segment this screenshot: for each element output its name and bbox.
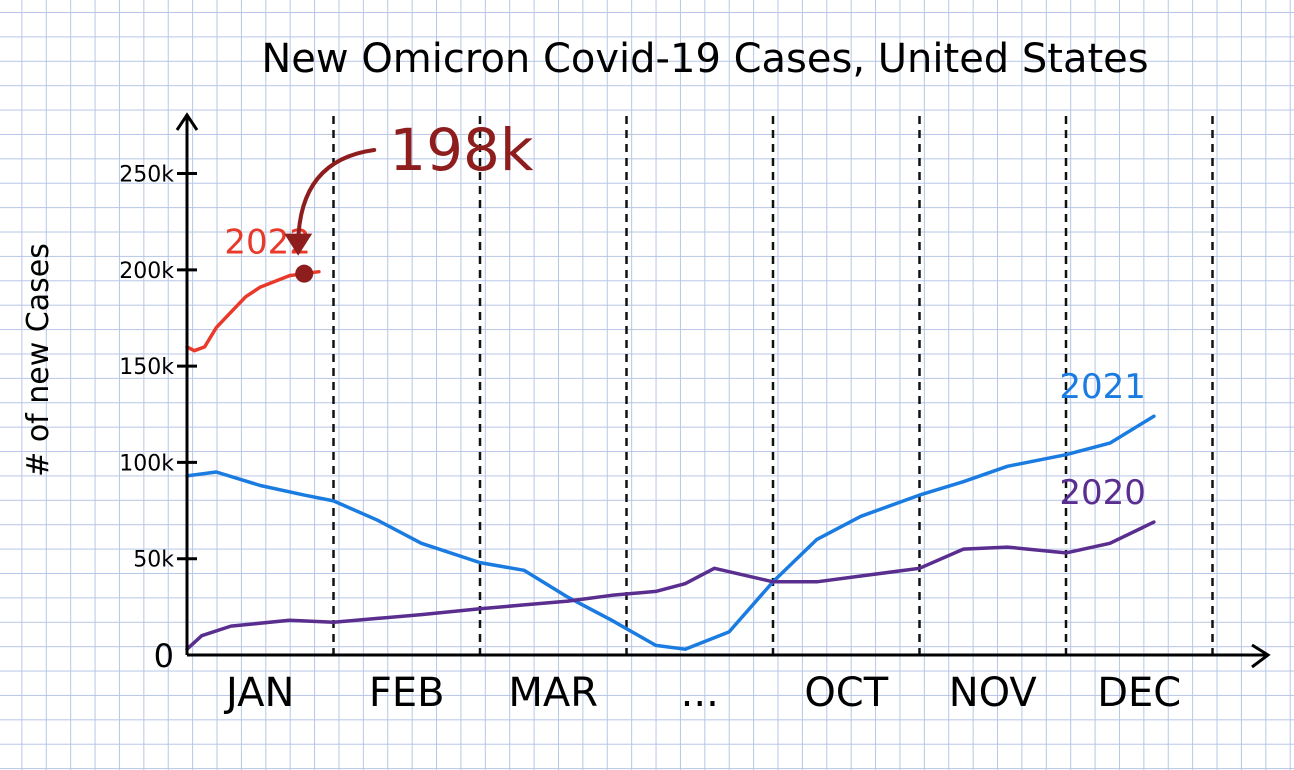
series-line-2021 bbox=[185, 414, 1156, 651]
annotation-point bbox=[295, 264, 314, 283]
x-tick-label: DEC bbox=[1097, 670, 1181, 716]
annotation-arrowhead bbox=[284, 233, 313, 256]
series-label-2020: 2020 bbox=[1059, 473, 1146, 513]
y-tick-label: 250k bbox=[119, 163, 174, 188]
y-axis-ticks: 0 50k 100k 150k 200k 250k bbox=[119, 163, 197, 675]
y-tick-label: 150k bbox=[119, 355, 174, 380]
series-lines bbox=[185, 269, 1156, 651]
y-axis-arrowhead bbox=[175, 112, 199, 131]
x-tick-label: OCT bbox=[804, 670, 888, 716]
series-line-2022 bbox=[185, 269, 321, 353]
x-tick-label: MAR bbox=[508, 670, 598, 716]
annotation-arrow bbox=[296, 148, 377, 246]
x-tick-label: FEB bbox=[369, 670, 445, 716]
x-axis-month-labels: JAN FEB MAR... OCT NOV DEC bbox=[223, 670, 1181, 716]
x-axis-arrowhead bbox=[1251, 643, 1271, 669]
x-tick-label: ... bbox=[681, 670, 719, 716]
y-tick-label: 200k bbox=[119, 259, 174, 284]
annotations: 198k bbox=[284, 116, 534, 283]
series-label-2021: 2021 bbox=[1059, 367, 1146, 407]
y-axis-label: # of new Cases bbox=[21, 243, 56, 477]
x-tick-label: JAN bbox=[223, 670, 294, 716]
y-tick-label: 0 bbox=[154, 637, 174, 675]
axes bbox=[175, 112, 1271, 669]
x-tick-label: NOV bbox=[949, 670, 1038, 716]
chart-title: New Omicron Covid-19 Cases, United State… bbox=[261, 36, 1148, 82]
annotation-label: 198k bbox=[389, 116, 534, 184]
y-tick-label: 50k bbox=[133, 548, 174, 573]
y-tick-label: 100k bbox=[119, 451, 174, 476]
month-dividers bbox=[332, 116, 1214, 655]
series-line-2020 bbox=[185, 520, 1156, 651]
